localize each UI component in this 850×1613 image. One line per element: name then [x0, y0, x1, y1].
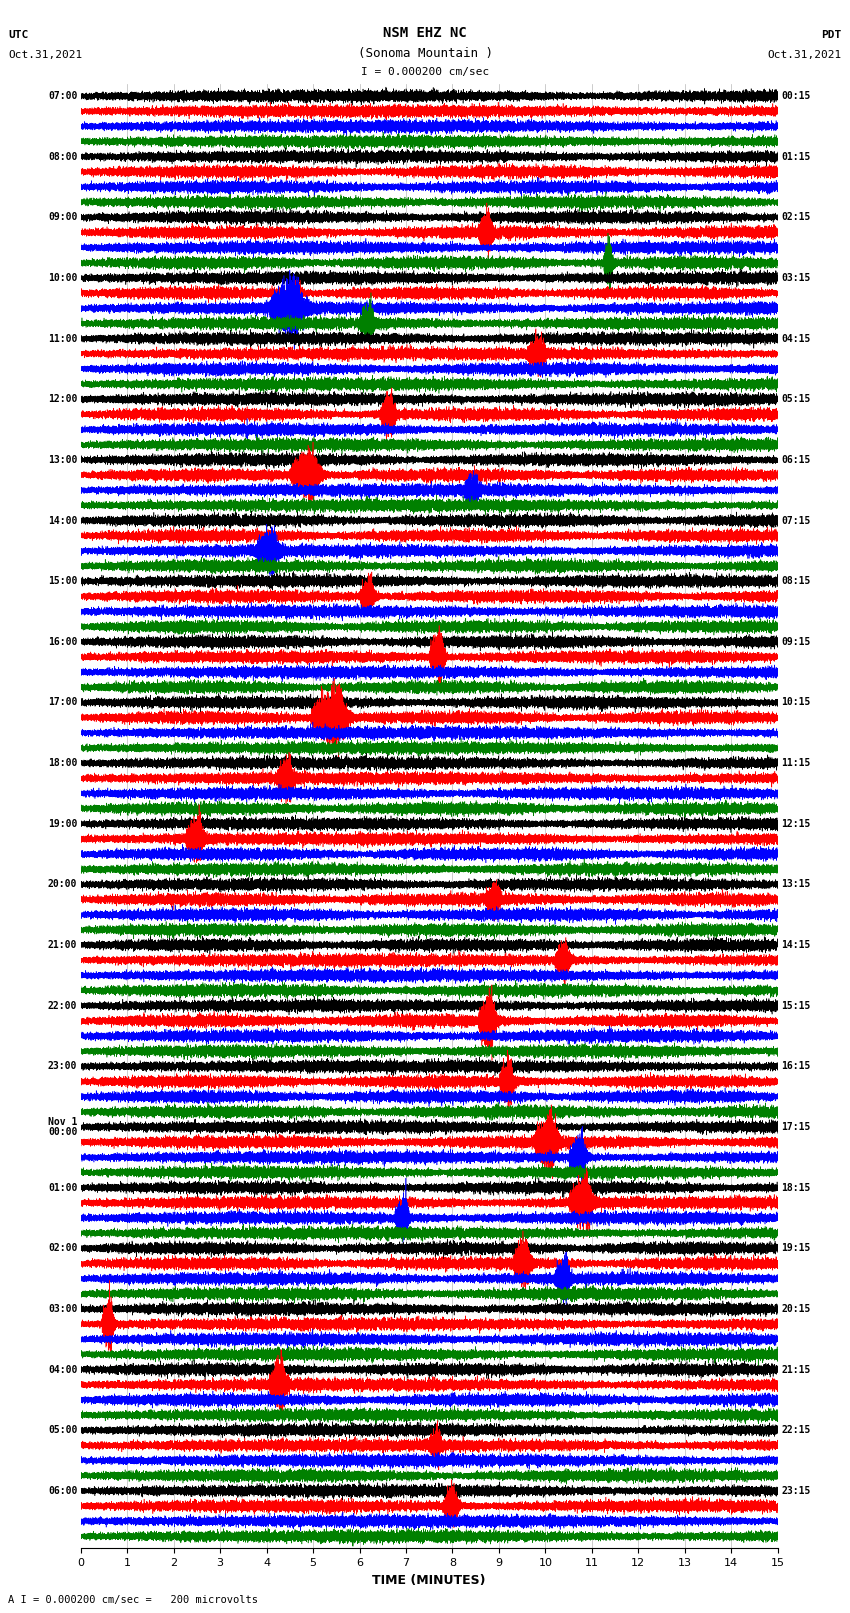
Text: 02:15: 02:15 [781, 213, 811, 223]
Text: 11:15: 11:15 [781, 758, 811, 768]
Text: 14:00: 14:00 [48, 516, 77, 526]
Text: 06:00: 06:00 [48, 1486, 77, 1495]
Text: Oct.31,2021: Oct.31,2021 [8, 50, 82, 60]
Text: A I = 0.000200 cm/sec =   200 microvolts: A I = 0.000200 cm/sec = 200 microvolts [8, 1595, 258, 1605]
Text: 03:15: 03:15 [781, 273, 811, 282]
Text: 21:15: 21:15 [781, 1365, 811, 1374]
Text: NSM EHZ NC: NSM EHZ NC [383, 26, 467, 40]
Text: 10:15: 10:15 [781, 697, 811, 708]
Text: 08:00: 08:00 [48, 152, 77, 161]
Text: 09:00: 09:00 [48, 213, 77, 223]
Text: 16:00: 16:00 [48, 637, 77, 647]
Text: 17:00: 17:00 [48, 697, 77, 708]
Text: 20:00: 20:00 [48, 879, 77, 889]
Text: 00:00: 00:00 [48, 1127, 77, 1137]
Text: 01:00: 01:00 [48, 1182, 77, 1192]
Text: 19:00: 19:00 [48, 819, 77, 829]
Text: I = 0.000200 cm/sec: I = 0.000200 cm/sec [361, 68, 489, 77]
Text: 07:15: 07:15 [781, 516, 811, 526]
Text: Oct.31,2021: Oct.31,2021 [768, 50, 842, 60]
Text: 03:00: 03:00 [48, 1303, 77, 1315]
Text: 06:15: 06:15 [781, 455, 811, 465]
Text: 00:15: 00:15 [781, 90, 811, 102]
Text: 10:00: 10:00 [48, 273, 77, 282]
Text: 20:15: 20:15 [781, 1303, 811, 1315]
Text: 18:15: 18:15 [781, 1182, 811, 1192]
Text: 02:00: 02:00 [48, 1244, 77, 1253]
Text: (Sonoma Mountain ): (Sonoma Mountain ) [358, 47, 492, 60]
Text: 23:00: 23:00 [48, 1061, 77, 1071]
Text: 07:00: 07:00 [48, 90, 77, 102]
Text: 04:00: 04:00 [48, 1365, 77, 1374]
Text: 12:15: 12:15 [781, 819, 811, 829]
Text: 04:15: 04:15 [781, 334, 811, 344]
Text: 12:00: 12:00 [48, 394, 77, 405]
Text: 18:00: 18:00 [48, 758, 77, 768]
Text: PDT: PDT [821, 31, 842, 40]
Text: 17:15: 17:15 [781, 1123, 811, 1132]
Text: 21:00: 21:00 [48, 940, 77, 950]
Text: Nov 1: Nov 1 [48, 1116, 77, 1127]
Text: 16:15: 16:15 [781, 1061, 811, 1071]
Text: 09:15: 09:15 [781, 637, 811, 647]
Text: 14:15: 14:15 [781, 940, 811, 950]
Text: 22:15: 22:15 [781, 1426, 811, 1436]
Text: 15:00: 15:00 [48, 576, 77, 586]
Text: UTC: UTC [8, 31, 29, 40]
Text: 13:15: 13:15 [781, 879, 811, 889]
X-axis label: TIME (MINUTES): TIME (MINUTES) [372, 1574, 486, 1587]
Text: 15:15: 15:15 [781, 1000, 811, 1011]
Text: 19:15: 19:15 [781, 1244, 811, 1253]
Text: 22:00: 22:00 [48, 1000, 77, 1011]
Text: 08:15: 08:15 [781, 576, 811, 586]
Text: 13:00: 13:00 [48, 455, 77, 465]
Text: 05:00: 05:00 [48, 1426, 77, 1436]
Text: 23:15: 23:15 [781, 1486, 811, 1495]
Text: 11:00: 11:00 [48, 334, 77, 344]
Text: 05:15: 05:15 [781, 394, 811, 405]
Text: 01:15: 01:15 [781, 152, 811, 161]
